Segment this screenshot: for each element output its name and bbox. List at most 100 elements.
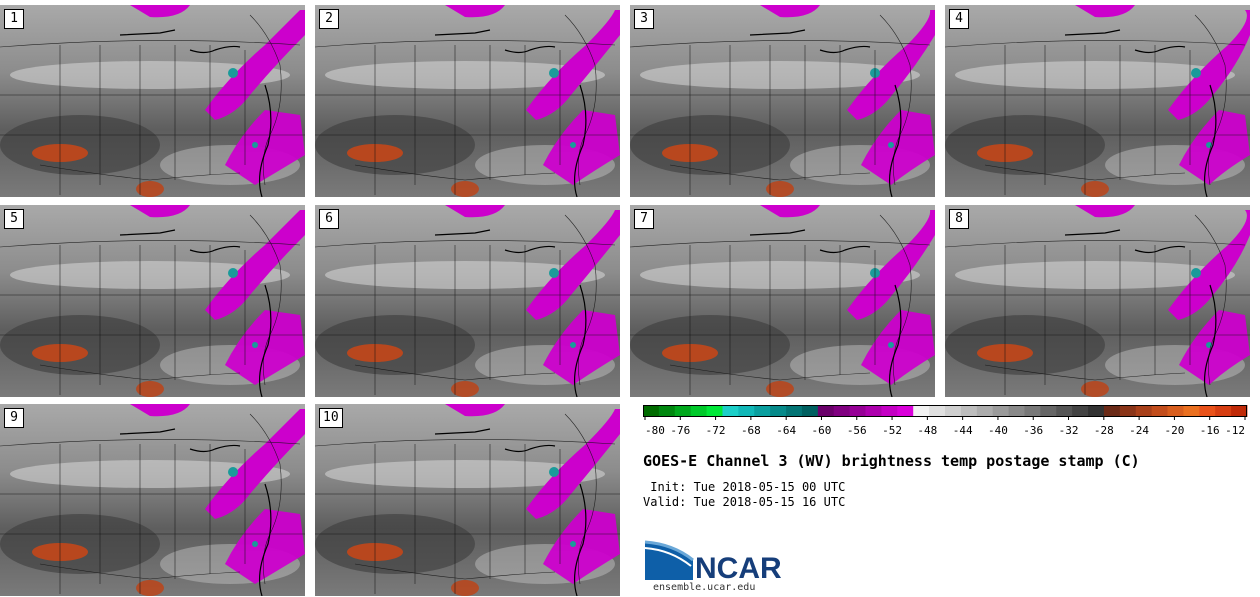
colorbar-swatch: [738, 405, 755, 417]
moisture-band-east: [225, 110, 305, 185]
panel-number: 4: [949, 9, 969, 29]
colorbar-swatch: [897, 405, 914, 417]
coastline: [749, 29, 902, 197]
wv-map: [945, 5, 1250, 197]
colorbar-swatch: [929, 405, 946, 417]
moisture-band-northeast: [526, 409, 620, 519]
colorbar-tick-label: -68: [741, 424, 761, 437]
ensemble-member-panel-10: 10: [315, 404, 620, 596]
coastline: [119, 29, 272, 197]
panel-number: 10: [319, 408, 343, 428]
colorbar-tick-label: -52: [882, 424, 902, 437]
coastline: [749, 229, 902, 397]
political-boundaries: [630, 14, 935, 195]
colorbar-tick-label: -28: [1094, 424, 1114, 437]
colorbar-swatch: [865, 405, 882, 417]
moisture-band-east: [861, 110, 935, 185]
wv-map: [315, 404, 620, 596]
colorbar-swatch: [1199, 405, 1216, 417]
colorbar-swatch: [1024, 405, 1041, 417]
valid-time: Valid: Tue 2018-05-15 16 UTC: [643, 495, 846, 509]
ensemble-member-panel-1: 1: [0, 5, 305, 197]
political-boundaries: [315, 214, 620, 395]
colorbar-swatch: [1215, 405, 1232, 417]
panel-number: 9: [4, 408, 24, 428]
moisture-band-east: [1179, 310, 1250, 385]
moisture-band-east: [1179, 110, 1250, 185]
colorbar-swatch: [1119, 405, 1137, 417]
colorbar-swatch: [1183, 405, 1200, 417]
moisture-band-northeast: [1168, 210, 1250, 320]
political-boundaries: [0, 413, 305, 594]
panel-number: 6: [319, 209, 339, 229]
political-boundaries: [315, 413, 620, 594]
logo-url: ensemble.ucar.edu: [653, 582, 756, 593]
ensemble-member-panel-6: 6: [315, 205, 620, 397]
coastline: [119, 428, 272, 596]
ensemble-member-panel-3: 3: [630, 5, 935, 197]
init-time: Init: Tue 2018-05-15 00 UTC: [643, 480, 846, 494]
colorbar-swatch: [786, 405, 803, 417]
ensemble-member-panel-4: 4: [945, 5, 1250, 197]
ncar-logo-swoosh: [645, 542, 693, 580]
moisture-band-northeast: [1168, 10, 1250, 120]
ensemble-member-panel-7: 7: [630, 205, 935, 397]
colorbar-swatch: [849, 405, 866, 417]
political-boundaries: [945, 14, 1250, 195]
colorbar-swatch: [706, 405, 723, 417]
colorbar-swatch: [1008, 405, 1025, 417]
colorbar-swatch: [817, 405, 835, 417]
colorbar: -80 -76 -72 -68 -64 -60 -56 -52 -48 -44 -40 -36 -32 -…: [643, 405, 1248, 437]
colorbar-tick-label: -36: [1023, 424, 1043, 437]
moisture-band-northeast: [205, 210, 305, 320]
moisture-band-east: [225, 509, 305, 584]
panel-number: 1: [4, 9, 24, 29]
moisture-band-east: [861, 310, 935, 385]
colorbar-swatch: [1088, 405, 1105, 417]
ensemble-member-panel-8: 8: [945, 205, 1250, 397]
colorbar-swatch: [658, 405, 676, 417]
colorbar-swatch: [643, 405, 660, 417]
ncar-logo-text: NCAR: [695, 552, 782, 585]
colorbar-swatch: [1072, 405, 1089, 417]
panel-number: 3: [634, 9, 654, 29]
colorbar-tick-label: -40: [988, 424, 1008, 437]
colorbar-swatch: [754, 405, 771, 417]
colorbar-swatch: [1040, 405, 1057, 417]
moisture-band-northeast: [847, 210, 935, 320]
ensemble-member-panel-2: 2: [315, 5, 620, 197]
coastline: [1064, 29, 1217, 197]
coastline: [434, 229, 587, 397]
coastline: [434, 29, 587, 197]
panel-number: 5: [4, 209, 24, 229]
colorbar-swatch: [690, 405, 707, 417]
political-boundaries: [315, 14, 620, 195]
colorbar-tick-label: -20: [1164, 424, 1184, 437]
coastline: [434, 428, 587, 596]
moisture-band-northeast: [847, 10, 935, 120]
colorbar-swatch: [881, 405, 898, 417]
colorbar-swatch: [1231, 405, 1248, 417]
colorbar-swatch: [976, 405, 994, 417]
wv-map: [315, 5, 620, 197]
political-boundaries: [945, 214, 1250, 395]
colorbar-tick-label: -60: [812, 424, 832, 437]
colorbar-swatch: [945, 405, 962, 417]
colorbar-swatch: [801, 405, 819, 417]
coastline: [119, 229, 272, 397]
colorbar-swatch: [674, 405, 692, 417]
colorbar-tick-label: -24: [1129, 424, 1149, 437]
colorbar-tick-label: -76: [670, 424, 690, 437]
wv-map: [315, 205, 620, 397]
colorbar-tick-label: -48: [917, 424, 937, 437]
colorbar-tick-label: -64: [776, 424, 796, 437]
moisture-band-northeast: [526, 10, 620, 120]
colorbar-swatch: [1103, 405, 1121, 417]
moisture-band-northeast: [205, 409, 305, 519]
wv-map: [0, 205, 305, 397]
political-boundaries: [630, 214, 935, 395]
colorbar-swatch: [722, 405, 739, 417]
panel-number: 2: [319, 9, 339, 29]
colorbar-swatch: [960, 405, 978, 417]
colorbar-swatch: [1151, 405, 1168, 417]
